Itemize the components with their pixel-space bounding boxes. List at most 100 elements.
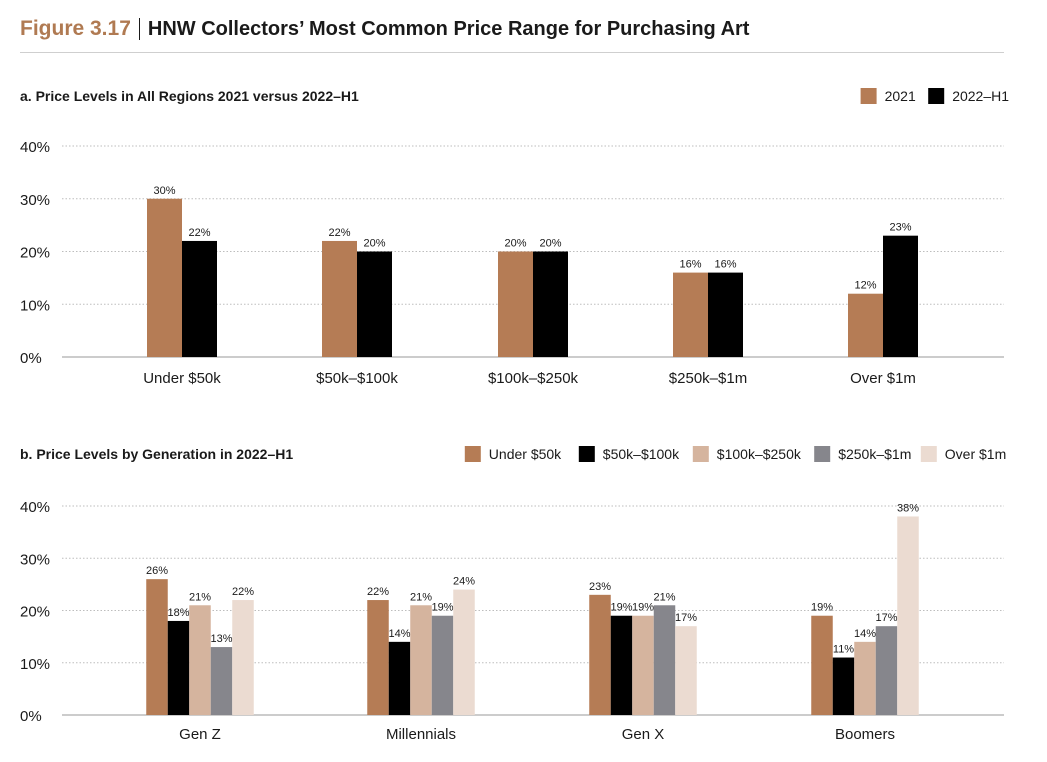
bar [388,641,411,715]
bar [675,626,697,715]
legend-item: $250k–$1m [814,446,911,462]
bar [883,235,918,357]
data-label: 14% [388,628,410,640]
bar [410,605,432,715]
figure-label: Figure 3.17 [20,17,131,40]
figure-title: HNW Collectors’ Most Common Price Range … [147,17,750,40]
data-label: 22% [367,586,389,598]
data-label: 23% [889,222,911,234]
figure-header: Figure 3.17 HNW Collectors’ Most Common … [20,14,749,44]
bar [431,615,454,715]
y-tick-label: 0% [20,708,42,725]
x-tick-label: $250k–$1m [669,370,747,387]
data-label: 23% [589,581,611,593]
x-tick-label: $100k–$250k [488,370,579,387]
data-label: 17% [875,612,897,624]
bar [498,251,533,357]
bar [708,272,743,357]
y-tick-label: 30% [20,551,50,568]
legend-label: 2021 [885,88,916,104]
x-tick-label: $50k–$100k [316,370,398,387]
bar [322,240,357,357]
data-label: 21% [189,591,211,603]
bar [610,615,633,715]
data-label: 11% [833,644,854,656]
bars: 30% 22% Under $50k 22% 20% $50k–$100k 20% 20% $1… [143,185,918,387]
chart-a: a. Price Levels in All Regions 2021 vers… [20,88,1009,387]
legend-label: $250k–$1m [838,446,911,462]
bar [854,641,876,715]
bar [653,605,676,715]
legend-item: 2022–H1 [928,88,1009,104]
legend-swatch [860,88,877,104]
data-label: 19% [431,602,453,614]
legend-label: $50k–$100k [603,446,680,462]
legend-swatch [928,88,945,104]
y-tick-label: 40% [20,499,50,516]
data-label: 20% [363,238,385,250]
bars: 26%18%21%13%22%Gen Z22%14%21%19%24%Mille… [146,502,919,743]
legend: 2021 2022–H1 [860,88,1009,104]
legend-swatch [692,446,709,462]
data-label: 12% [854,280,876,292]
data-label: 19% [632,602,654,614]
data-label: 19% [610,602,632,614]
legend-swatch [464,446,481,462]
data-label: 30% [153,185,175,197]
legend-label: 2022–H1 [952,88,1009,104]
bar [875,626,898,715]
header-rule [20,52,1004,53]
legend: Under $50k $50k–$100k $100k–$250k $250k–$1m… [464,446,1006,462]
legend-swatch [920,446,937,462]
bar [232,600,254,715]
legend-label: Under $50k [489,446,562,462]
x-tick-label: Millennials [386,726,456,743]
bar [147,198,182,357]
bar [533,251,568,357]
x-tick-label: Gen X [622,726,665,743]
bar [146,579,168,715]
chart-b: b. Price Levels by Generation in 2022–H1… [20,446,1006,743]
y-tick-label: 40% [20,139,50,156]
bar [167,620,190,715]
legend-item: $50k–$100k [578,446,680,462]
figure-divider [138,18,140,40]
legend-item: $100k–$250k [692,446,802,462]
data-label: 20% [504,238,526,250]
data-label: 21% [410,591,432,603]
data-label: 16% [714,259,736,271]
x-tick-label: Over $1m [850,370,916,387]
data-label: 14% [854,628,876,640]
bar [453,589,475,715]
bar [832,657,855,715]
bar [210,647,233,715]
legend-item: 2021 [860,88,916,104]
legend-item: Over $1m [920,446,1006,462]
y-tick-label: 0% [20,350,42,367]
bar [367,600,389,715]
bar [897,516,919,715]
bar [589,594,611,715]
data-label: 19% [811,602,833,614]
legend-item: Under $50k [464,446,562,462]
data-label: 38% [897,502,919,514]
y-tick-label: 10% [20,297,50,314]
y-tick-label: 20% [20,245,50,262]
bar [357,251,392,357]
data-label: 13% [210,633,232,645]
bar [189,605,211,715]
data-label: 22% [232,586,254,598]
data-label: 22% [188,227,210,239]
data-label: 18% [167,607,189,619]
bar [848,293,883,357]
x-tick-label: Under $50k [143,370,221,387]
bar [673,272,708,357]
bar [811,615,833,715]
data-label: 24% [453,576,475,588]
legend-label: $100k–$250k [717,446,802,462]
x-tick-label: Gen Z [179,726,221,743]
legend-swatch [814,446,831,462]
legend-label: Over $1m [945,446,1006,462]
data-label: 17% [675,612,697,624]
data-label: 22% [328,227,350,239]
